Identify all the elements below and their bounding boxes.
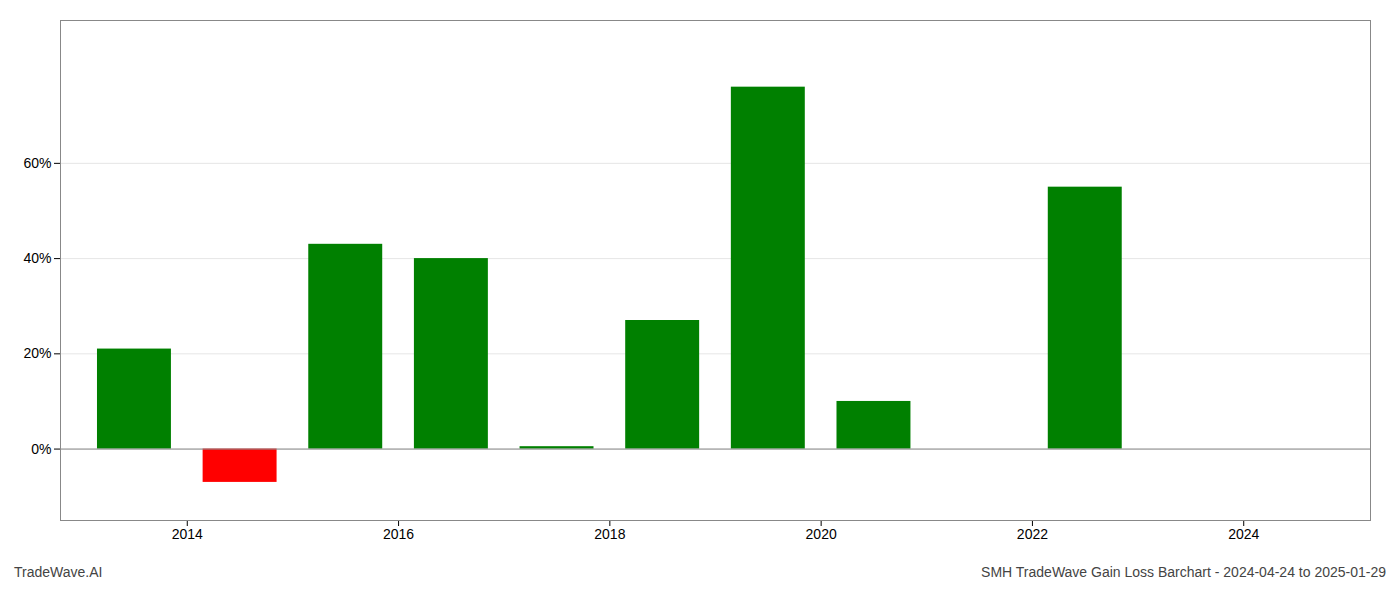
html-text:TradeWave.AI: TradeWave.AI [14, 564, 103, 580]
svg-text:2024: 2024 [1228, 526, 1259, 542]
html-text:SMH TradeWave Gain Loss Barcha: SMH TradeWave Gain Loss Barchart - 2024-… [981, 564, 1386, 580]
svg-text:60%: 60% [23, 155, 51, 171]
svg-text:0%: 0% [31, 441, 51, 457]
svg-text:2020: 2020 [806, 526, 837, 542]
svg-text:2014: 2014 [172, 526, 203, 542]
svg-text:40%: 40% [23, 250, 51, 266]
svg-text:2018: 2018 [594, 526, 625, 542]
svg-text:20%: 20% [23, 345, 51, 361]
svg-text:2022: 2022 [1017, 526, 1048, 542]
svg-text:2016: 2016 [383, 526, 414, 542]
